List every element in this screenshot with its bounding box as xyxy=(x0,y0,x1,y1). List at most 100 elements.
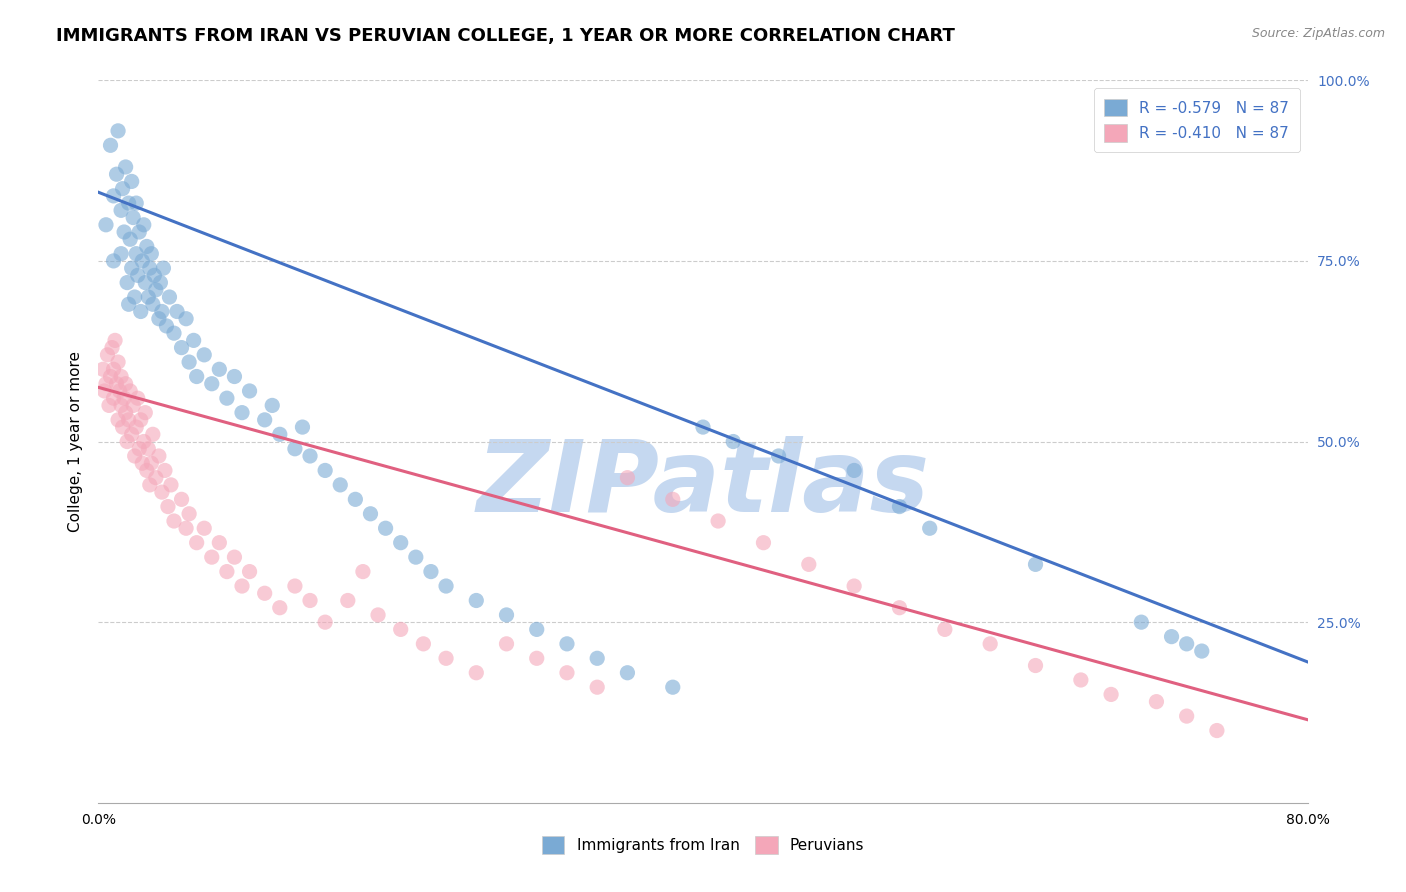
Point xyxy=(231,579,253,593)
Point xyxy=(104,334,127,348)
Point xyxy=(125,420,148,434)
Point xyxy=(231,406,253,420)
Point xyxy=(352,565,374,579)
Point xyxy=(193,348,215,362)
Text: ZIPatlas: ZIPatlas xyxy=(477,436,929,533)
Point xyxy=(105,167,128,181)
Point xyxy=(1144,695,1167,709)
Point xyxy=(121,427,143,442)
Point xyxy=(170,341,193,355)
Point xyxy=(120,232,142,246)
Point xyxy=(1206,723,1229,738)
Point xyxy=(707,514,730,528)
Point xyxy=(193,521,215,535)
Point xyxy=(94,376,117,391)
Point xyxy=(100,138,122,153)
Point xyxy=(586,651,609,665)
Point xyxy=(153,463,176,477)
Point xyxy=(131,253,153,268)
Point xyxy=(136,442,159,456)
Point xyxy=(114,376,136,391)
Point xyxy=(112,391,135,405)
Point xyxy=(110,398,132,412)
Point xyxy=(253,586,276,600)
Point xyxy=(122,211,145,225)
Point xyxy=(127,391,149,405)
Point xyxy=(148,311,170,326)
Point xyxy=(692,420,714,434)
Point xyxy=(768,449,790,463)
Point xyxy=(186,535,208,549)
Point xyxy=(253,413,276,427)
Point xyxy=(586,680,609,694)
Point xyxy=(844,579,866,593)
Point xyxy=(495,637,517,651)
Point xyxy=(291,420,314,434)
Point xyxy=(110,369,132,384)
Point xyxy=(797,558,820,572)
Point xyxy=(1175,709,1198,723)
Point xyxy=(101,341,124,355)
Point xyxy=(284,442,307,456)
Point xyxy=(110,203,132,218)
Point xyxy=(134,276,156,290)
Point xyxy=(170,492,193,507)
Point xyxy=(139,478,162,492)
Point xyxy=(344,492,367,507)
Point xyxy=(155,318,177,333)
Point xyxy=(314,615,336,630)
Point xyxy=(129,304,152,318)
Point xyxy=(163,514,186,528)
Point xyxy=(434,651,457,665)
Point xyxy=(121,174,143,188)
Point xyxy=(979,637,1001,651)
Point xyxy=(141,456,163,470)
Point xyxy=(150,304,173,318)
Point xyxy=(136,290,159,304)
Point xyxy=(110,246,132,260)
Point xyxy=(94,218,117,232)
Point xyxy=(159,290,181,304)
Point xyxy=(616,665,638,680)
Point xyxy=(179,355,201,369)
Text: IMMIGRANTS FROM IRAN VS PERUVIAN COLLEGE, 1 YEAR OR MORE CORRELATION CHART: IMMIGRANTS FROM IRAN VS PERUVIAN COLLEGE… xyxy=(56,27,955,45)
Point xyxy=(108,384,131,398)
Point xyxy=(91,362,114,376)
Point xyxy=(434,579,457,593)
Point xyxy=(186,369,208,384)
Point xyxy=(105,376,128,391)
Point xyxy=(145,470,167,484)
Point xyxy=(1024,658,1046,673)
Point xyxy=(526,623,548,637)
Point xyxy=(111,182,134,196)
Point xyxy=(142,297,165,311)
Point xyxy=(129,413,152,427)
Point xyxy=(122,398,145,412)
Point xyxy=(526,651,548,665)
Point xyxy=(166,304,188,318)
Point xyxy=(495,607,517,622)
Point xyxy=(183,334,205,348)
Point xyxy=(224,369,246,384)
Point xyxy=(374,521,396,535)
Point xyxy=(111,420,134,434)
Point xyxy=(107,413,129,427)
Point xyxy=(103,189,125,203)
Point xyxy=(555,665,578,680)
Point xyxy=(139,261,162,276)
Point xyxy=(150,485,173,500)
Point xyxy=(889,500,911,514)
Point xyxy=(132,434,155,449)
Point xyxy=(145,283,167,297)
Point xyxy=(299,449,322,463)
Point xyxy=(118,413,141,427)
Point xyxy=(160,478,183,492)
Point xyxy=(412,637,434,651)
Point xyxy=(889,600,911,615)
Point xyxy=(124,449,146,463)
Point xyxy=(179,507,201,521)
Point xyxy=(224,550,246,565)
Point xyxy=(118,297,141,311)
Point xyxy=(262,398,284,412)
Point xyxy=(163,326,186,340)
